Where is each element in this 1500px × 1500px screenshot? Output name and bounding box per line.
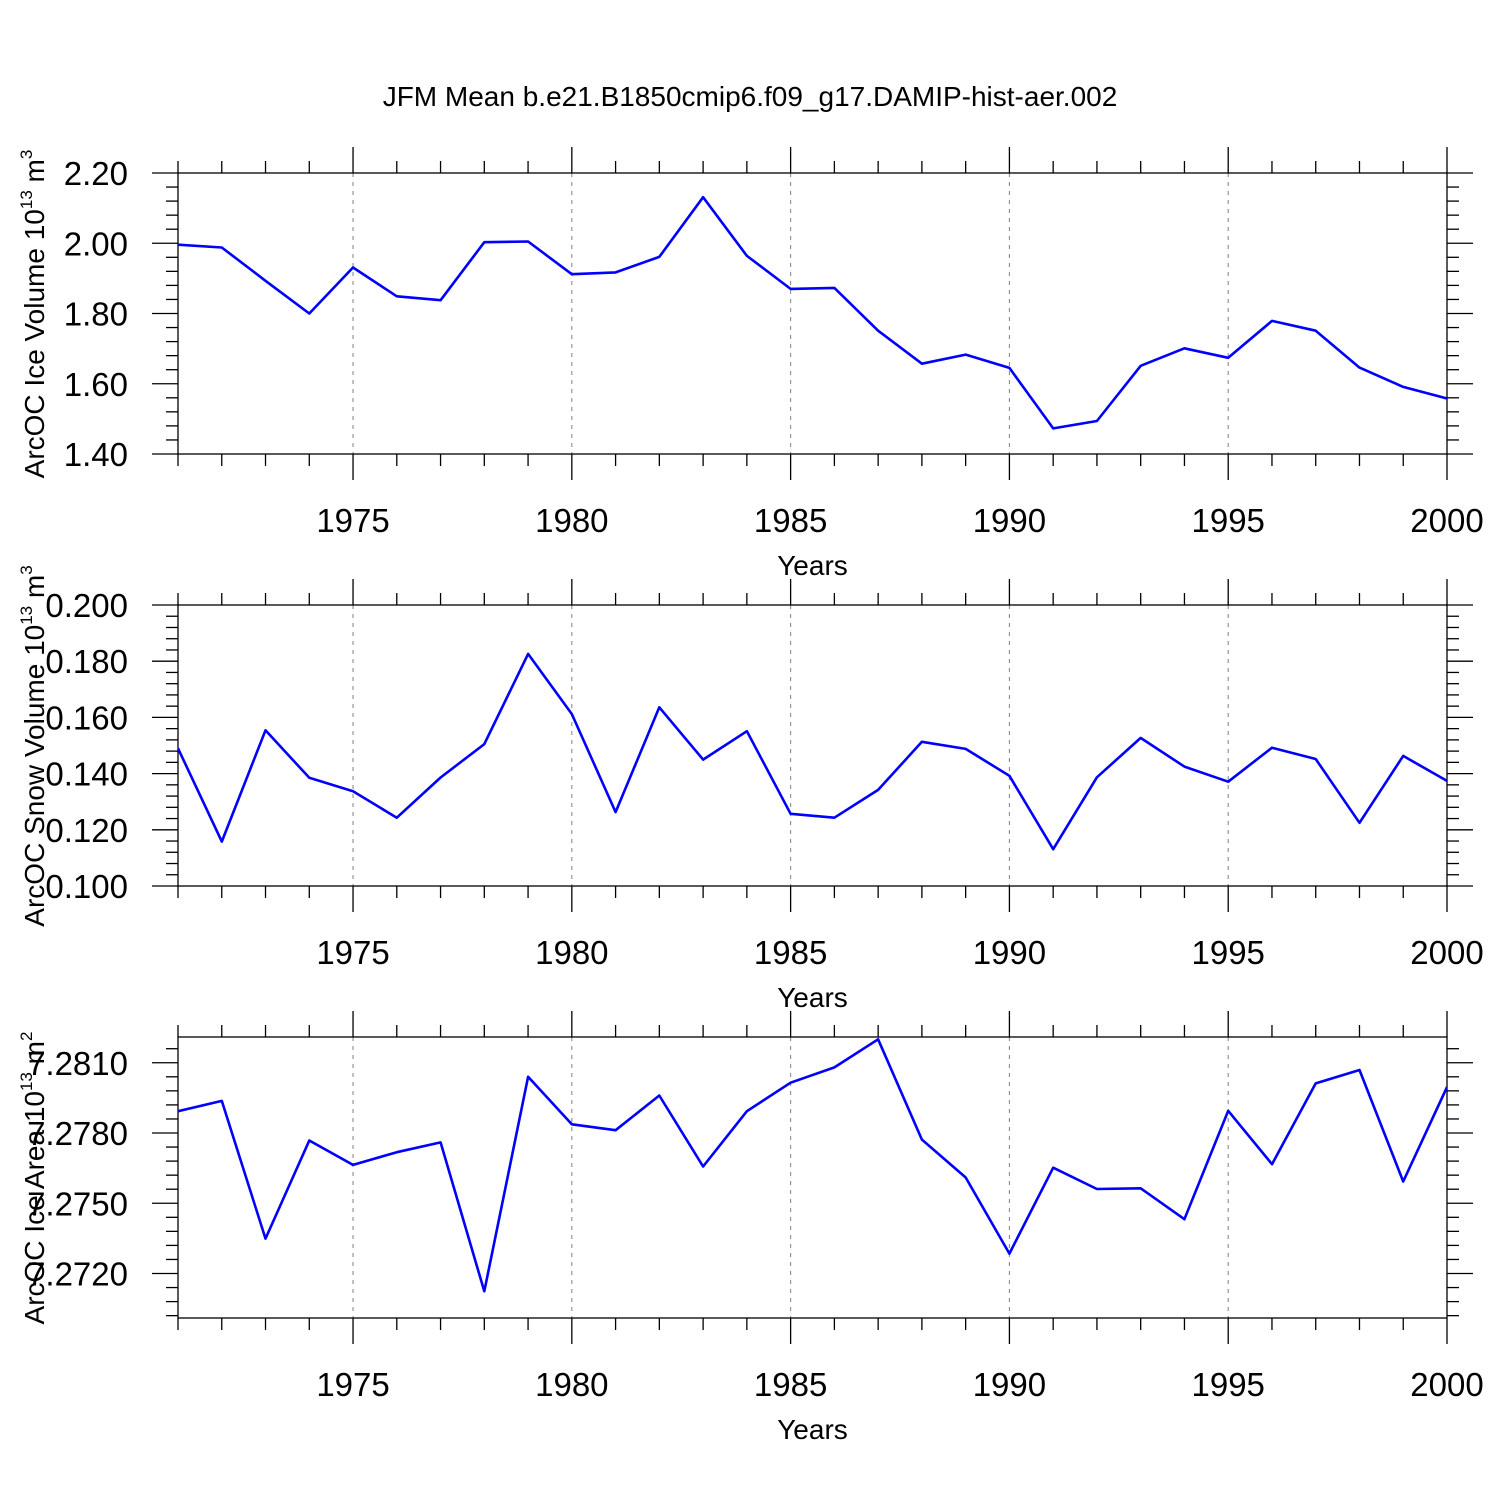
x-axis-title: Years — [777, 550, 848, 581]
y-axis-title: ArcOC Snow Volume 1013 m3 — [17, 565, 50, 926]
y-axis-title-exponent: 13 — [17, 1072, 36, 1091]
x-tick-label-1985: 1985 — [754, 502, 827, 539]
x-tick-label-1990: 1990 — [973, 1366, 1046, 1403]
x-tick-label-2000: 2000 — [1410, 1366, 1483, 1403]
panel-2: 1975 1980 1985 1990 1995 2000 Years 0.100 0.120 0… — [17, 565, 1484, 1013]
panel-1: 1975 1980 1985 1990 1995 2000 Years 1.40 1.60 1.8… — [17, 147, 1484, 581]
plot-frame — [177, 172, 1448, 455]
y-tick-label: 1.80 — [64, 296, 128, 333]
y-tick-label: 0.200 — [45, 587, 128, 624]
x-tick-label-1980: 1980 — [535, 934, 608, 971]
y-axis-title-unit: m — [19, 575, 50, 606]
y-tick-label: 0.100 — [45, 868, 128, 905]
panel-3: 1975 1980 1985 1990 1995 2000 Years 7.2720 7.275… — [17, 1011, 1484, 1445]
x-tick-label-1985: 1985 — [754, 934, 827, 971]
x-tick-label-1990: 1990 — [973, 934, 1046, 971]
x-tick-label-1995: 1995 — [1191, 934, 1264, 971]
plot-frame — [177, 1036, 1448, 1319]
y-tick-label: 7.2780 — [27, 1115, 128, 1152]
x-tick-label-1975: 1975 — [316, 1366, 389, 1403]
y-axis-title-unit: m — [19, 1041, 50, 1072]
y-tick-label: 2.20 — [64, 155, 128, 192]
y-axis-title-unit-exponent: 2 — [17, 1032, 36, 1041]
y-tick-label: 7.2810 — [27, 1045, 128, 1082]
y-axis-title-text: ArcOC Ice Area 10 — [19, 1091, 50, 1324]
y-axis-title-text: ArcOC Ice Volume 10 — [19, 209, 50, 478]
x-tick-label-1980: 1980 — [535, 502, 608, 539]
x-tick-label-1975: 1975 — [316, 934, 389, 971]
y-axis-title-exponent: 13 — [17, 190, 36, 209]
y-tick-label: 0.180 — [45, 643, 128, 680]
x-tick-label-1990: 1990 — [973, 502, 1046, 539]
x-tick-label-1975: 1975 — [316, 502, 389, 539]
x-tick-label-1980: 1980 — [535, 1366, 608, 1403]
y-axis-title: ArcOC Ice Area 1013 m2 — [17, 1032, 50, 1325]
y-tick-label: 7.2750 — [27, 1185, 128, 1222]
series-line — [178, 1038, 1447, 1293]
x-tick-label-2000: 2000 — [1410, 502, 1483, 539]
chart-title: JFM Mean b.e21.B1850cmip6.f09_g17.DAMIP-… — [383, 81, 1118, 112]
series-line — [178, 652, 1447, 851]
x-axis-title: Years — [777, 1414, 848, 1445]
y-tick-label: 0.140 — [45, 756, 128, 793]
x-tick-label-2000: 2000 — [1410, 934, 1483, 971]
plot-frame — [177, 604, 1448, 887]
x-axis-title: Years — [777, 982, 848, 1013]
y-axis-title-exponent: 13 — [17, 606, 36, 625]
y-tick-label: 0.160 — [45, 699, 128, 736]
x-tick-label-1995: 1995 — [1191, 1366, 1264, 1403]
y-axis-title-unit-exponent: 3 — [17, 150, 36, 159]
y-axis-title-text: ArcOC Snow Volume 10 — [19, 625, 50, 927]
x-tick-label-1995: 1995 — [1191, 502, 1264, 539]
y-tick-label: 1.60 — [64, 366, 128, 403]
series-line — [178, 195, 1447, 430]
x-tick-label-1985: 1985 — [754, 1366, 827, 1403]
y-axis-title-unit: m — [19, 159, 50, 190]
y-axis-title-unit-exponent: 3 — [17, 565, 36, 574]
y-tick-label: 2.00 — [64, 225, 128, 262]
y-axis-title: ArcOC Ice Volume 1013 m3 — [17, 150, 50, 479]
y-tick-label: 0.120 — [45, 812, 128, 849]
y-tick-label: 7.2720 — [27, 1256, 128, 1293]
y-tick-label: 1.40 — [64, 436, 128, 473]
